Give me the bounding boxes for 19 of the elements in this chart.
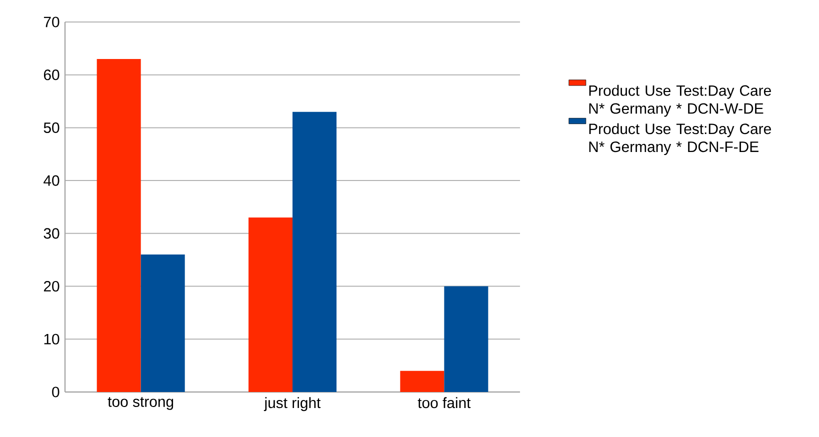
y-tick-label: 40 xyxy=(44,175,60,186)
y-tick-label: 70 xyxy=(44,16,60,28)
bar xyxy=(248,218,293,392)
legend-label: Product Use Test:Day Care N* Germany * DCN-F-DE xyxy=(589,123,771,156)
x-tick-label: too strong xyxy=(108,397,174,410)
bar xyxy=(140,254,185,392)
y-tick-label: 30 xyxy=(44,228,60,239)
y-tick-label: 50 xyxy=(44,122,60,133)
bar xyxy=(400,370,444,392)
y-tick-label: 10 xyxy=(44,334,60,344)
bar xyxy=(444,286,488,392)
bar xyxy=(292,112,337,392)
x-tick-label: too faint xyxy=(418,397,471,408)
y-tick-label: 0 xyxy=(52,386,60,398)
y-tick-label: 20 xyxy=(44,280,60,292)
x-tick-label: just right xyxy=(264,397,321,412)
legend-label: Product Use Test:Day Care N* Germany * DCN-W-DE xyxy=(589,84,771,117)
bar xyxy=(96,58,141,392)
y-tick-label: 60 xyxy=(44,70,60,80)
